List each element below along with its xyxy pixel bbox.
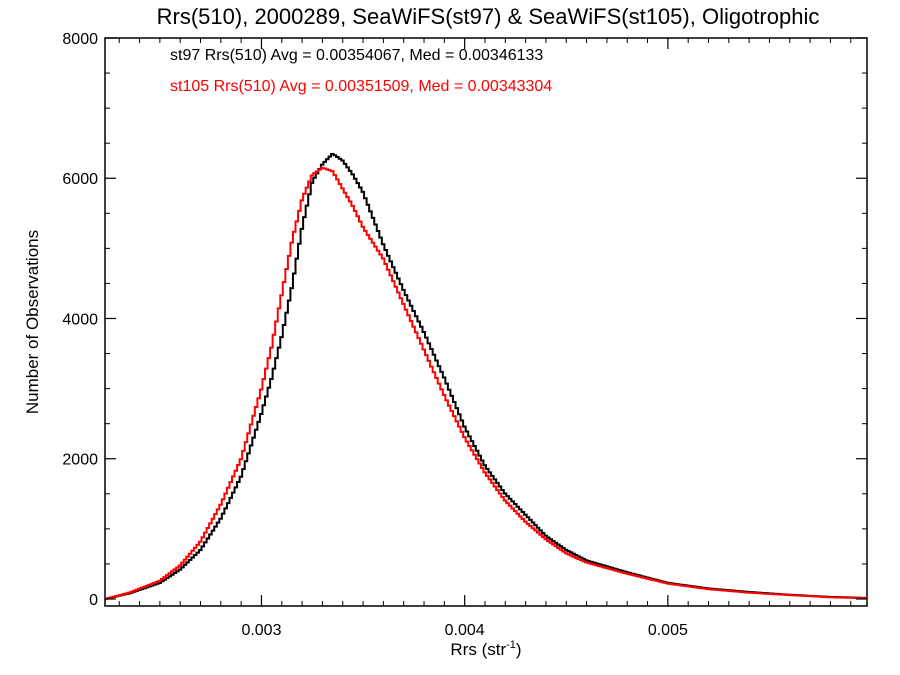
legend-st97: st97 Rrs(510) Avg = 0.00354067, Med = 0.…: [170, 47, 543, 64]
series-layer: [105, 152, 867, 600]
y-tick-label: 6000: [62, 171, 98, 188]
x-axis-label-close: ): [516, 640, 522, 659]
legend-st105: st105 Rrs(510) Avg = 0.00351509, Med = 0…: [170, 78, 552, 95]
y-tick-label: 4000: [62, 311, 98, 328]
ticks-layer: 0.003 0.004 0.005 0 2000 4000 6000 8000: [62, 31, 867, 639]
y-tick-label: 0: [89, 592, 98, 609]
chart-title: Rrs(510), 2000289, SeaWiFS(st97) & SeaWi…: [157, 4, 820, 29]
x-axis-label-superscript: -1: [506, 639, 516, 651]
series-st105-line: [105, 166, 867, 600]
y-tick-label: 8000: [62, 31, 98, 48]
x-axis-label: Rrs (str-1): [450, 639, 521, 659]
plot-area: 0.003 0.004 0.005 0 2000 4000 6000 8000: [62, 31, 868, 639]
y-tick-label: 2000: [62, 452, 98, 469]
plot-frame: [104, 37, 868, 607]
x-tick-label: 0.003: [241, 622, 281, 639]
y-axis-label: Number of Observations: [23, 230, 42, 414]
x-axis-label-base: Rrs (str: [450, 640, 506, 659]
series-st97-line: [105, 152, 867, 600]
x-tick-label: 0.004: [445, 622, 485, 639]
x-tick-label: 0.005: [648, 622, 688, 639]
